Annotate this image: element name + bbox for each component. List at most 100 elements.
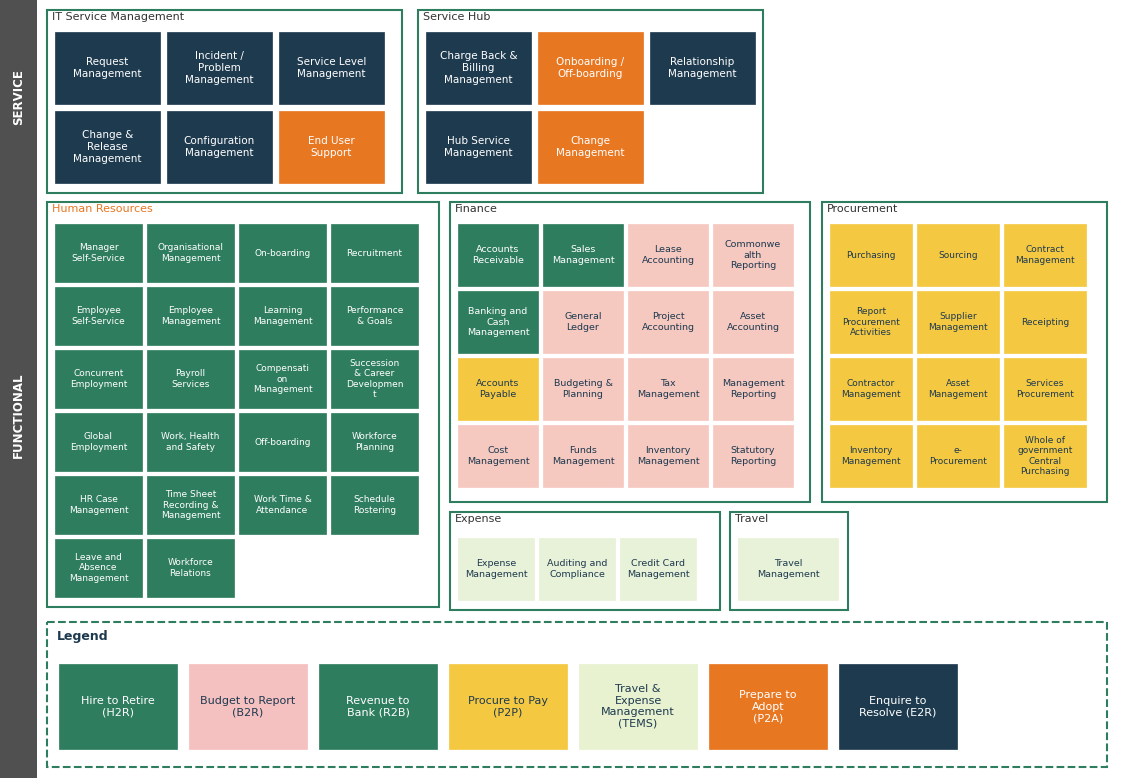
Text: Manager
Self-Service: Manager Self-Service xyxy=(72,244,126,263)
Bar xyxy=(917,291,999,353)
Text: Payroll
Services: Payroll Services xyxy=(172,370,210,389)
Text: Report
Procurement
Activities: Report Procurement Activities xyxy=(842,307,900,337)
Bar xyxy=(543,291,623,353)
Text: Travel &
Expense
Management
(TEMS): Travel & Expense Management (TEMS) xyxy=(601,684,675,729)
Text: Travel: Travel xyxy=(735,514,768,524)
Text: Off-boarding: Off-boarding xyxy=(254,437,311,447)
Bar xyxy=(822,202,1108,502)
Text: HR Case
Management: HR Case Management xyxy=(68,496,128,515)
Text: Relationship
Management: Relationship Management xyxy=(668,58,736,79)
Text: Commonwe
alth
Reporting: Commonwe alth Reporting xyxy=(725,240,781,270)
Text: Asset
Management: Asset Management xyxy=(928,380,988,398)
Text: Workforce
Relations: Workforce Relations xyxy=(168,559,213,578)
Bar xyxy=(55,476,142,534)
Bar xyxy=(239,287,326,345)
Text: Schedule
Rostering: Schedule Rostering xyxy=(353,496,396,515)
Text: Travel
Management: Travel Management xyxy=(757,559,819,579)
Bar xyxy=(426,111,531,183)
Bar xyxy=(55,350,142,408)
Bar xyxy=(538,32,643,104)
Text: Whole of
government
Central
Purchasing: Whole of government Central Purchasing xyxy=(1018,436,1073,476)
Text: Enquire to
Resolve (E2R): Enquire to Resolve (E2R) xyxy=(860,696,937,717)
Text: Configuration
Management: Configuration Management xyxy=(184,136,256,158)
Bar xyxy=(458,291,538,353)
Text: Expense
Management: Expense Management xyxy=(465,559,527,579)
Bar xyxy=(189,664,307,749)
Bar xyxy=(147,539,234,597)
Text: Inventory
Management: Inventory Management xyxy=(637,447,700,466)
Text: Hub Service
Management: Hub Service Management xyxy=(444,136,512,158)
Text: Auditing and
Compliance: Auditing and Compliance xyxy=(547,559,608,579)
Bar xyxy=(917,358,999,420)
Bar xyxy=(628,224,708,286)
Bar xyxy=(147,350,234,408)
Bar xyxy=(713,291,793,353)
Bar xyxy=(1004,425,1086,487)
Bar xyxy=(713,224,793,286)
Bar xyxy=(543,358,623,420)
Text: Concurrent
Employment: Concurrent Employment xyxy=(70,370,127,389)
Text: IT Service Management: IT Service Management xyxy=(52,12,184,22)
Text: Procure to Pay
(P2P): Procure to Pay (P2P) xyxy=(467,696,548,717)
Text: Onboarding /
Off-boarding: Onboarding / Off-boarding xyxy=(556,58,624,79)
Bar xyxy=(47,10,402,193)
Text: Hire to Retire
(H2R): Hire to Retire (H2R) xyxy=(81,696,155,717)
Bar xyxy=(418,10,763,193)
Text: Budget to Report
(B2R): Budget to Report (B2R) xyxy=(201,696,296,717)
Text: Credit Card
Management: Credit Card Management xyxy=(627,559,689,579)
Text: Leave and
Absence
Management: Leave and Absence Management xyxy=(68,553,128,583)
Text: Workforce
Planning: Workforce Planning xyxy=(352,433,397,452)
Bar xyxy=(458,425,538,487)
Text: Revenue to
Bank (R2B): Revenue to Bank (R2B) xyxy=(346,696,409,717)
Bar xyxy=(55,539,142,597)
Bar xyxy=(1004,291,1086,353)
Text: Employee
Self-Service: Employee Self-Service xyxy=(72,307,126,326)
Text: Prepare to
Adopt
(P2A): Prepare to Adopt (P2A) xyxy=(739,690,797,723)
Bar xyxy=(47,622,1108,767)
Bar xyxy=(279,111,385,183)
Bar xyxy=(543,425,623,487)
Bar xyxy=(458,224,538,286)
Bar xyxy=(458,538,534,600)
Text: Statutory
Reporting: Statutory Reporting xyxy=(730,447,776,466)
Text: Funds
Management: Funds Management xyxy=(552,447,614,466)
Bar xyxy=(426,32,531,104)
Text: Banking and
Cash
Management: Banking and Cash Management xyxy=(466,307,529,337)
Bar xyxy=(319,664,437,749)
Bar xyxy=(55,32,160,104)
Bar xyxy=(147,413,234,471)
Bar xyxy=(331,224,418,282)
Bar xyxy=(917,224,999,286)
Bar xyxy=(1004,358,1086,420)
Bar xyxy=(167,32,272,104)
Text: Management
Reporting: Management Reporting xyxy=(722,380,785,398)
Bar xyxy=(239,476,326,534)
Bar xyxy=(59,664,177,749)
Text: Accounts
Payable: Accounts Payable xyxy=(476,380,520,398)
Bar xyxy=(539,538,615,600)
Bar xyxy=(830,358,912,420)
Text: Global
Employment: Global Employment xyxy=(70,433,127,452)
Bar xyxy=(239,224,326,282)
Text: Request
Management: Request Management xyxy=(73,58,141,79)
Bar xyxy=(458,358,538,420)
Text: Work Time &
Attendance: Work Time & Attendance xyxy=(253,496,312,515)
Text: Time Sheet
Recording &
Management: Time Sheet Recording & Management xyxy=(160,490,221,520)
Text: Service Hub: Service Hub xyxy=(423,12,490,22)
Text: Work, Health
and Safety: Work, Health and Safety xyxy=(161,433,220,452)
Bar xyxy=(713,425,793,487)
Bar xyxy=(147,224,234,282)
Bar xyxy=(628,425,708,487)
Text: Budgeting &
Planning: Budgeting & Planning xyxy=(554,380,612,398)
Text: Contract
Management: Contract Management xyxy=(1016,245,1075,265)
Text: Human Resources: Human Resources xyxy=(52,204,152,214)
Bar xyxy=(538,111,643,183)
Text: Succession
& Career
Developmen
t: Succession & Career Developmen t xyxy=(345,359,404,399)
Bar xyxy=(620,538,696,600)
Bar xyxy=(628,358,708,420)
Bar xyxy=(713,358,793,420)
Text: Cost
Management: Cost Management xyxy=(466,447,529,466)
Bar xyxy=(450,664,567,749)
Text: Finance: Finance xyxy=(455,204,498,214)
Text: Expense: Expense xyxy=(455,514,502,524)
